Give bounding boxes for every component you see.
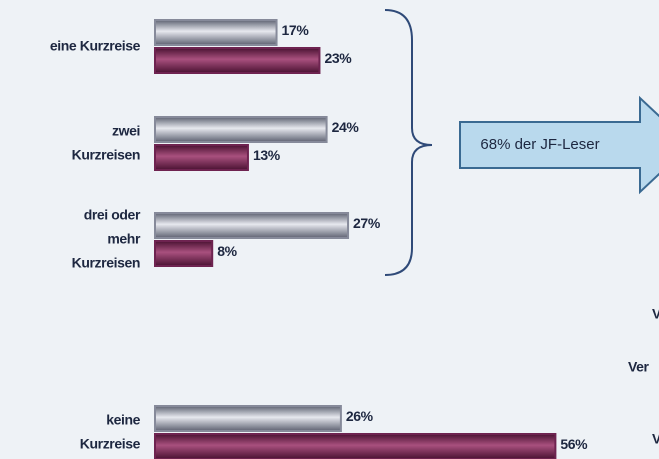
category-label: keine Kurzreise bbox=[80, 411, 141, 451]
category-line: eine Kurzreise bbox=[50, 37, 141, 53]
bar bbox=[154, 19, 278, 46]
category-line: keine bbox=[106, 411, 140, 427]
category-label: drei oder mehr Kurzreisen bbox=[72, 206, 141, 270]
cut-text: V bbox=[652, 306, 659, 322]
value-label: 24% bbox=[332, 119, 360, 135]
arrow bbox=[459, 95, 659, 195]
value-label: 23% bbox=[324, 50, 352, 66]
bar bbox=[154, 433, 557, 459]
bar bbox=[154, 47, 321, 74]
bar bbox=[154, 240, 214, 267]
category-line: zwei bbox=[112, 122, 140, 138]
value-label: 27% bbox=[353, 215, 381, 231]
value-label: 56% bbox=[560, 436, 588, 452]
cut-text: V bbox=[652, 431, 659, 447]
category-line: Kurzreisen bbox=[72, 146, 140, 162]
category-line: Kurzreise bbox=[80, 435, 141, 451]
category-label: eine Kurzreise bbox=[50, 37, 141, 53]
bar bbox=[154, 212, 350, 239]
value-label: 17% bbox=[282, 22, 310, 38]
bar bbox=[154, 144, 249, 171]
value-label: 26% bbox=[346, 408, 374, 424]
bar bbox=[154, 116, 328, 143]
value-label: 8% bbox=[217, 243, 237, 259]
bar bbox=[154, 405, 342, 432]
category-label: zwei Kurzreisen bbox=[72, 122, 140, 162]
cut-text: Ver bbox=[628, 359, 650, 375]
category-line: mehr bbox=[107, 230, 141, 246]
category-line: Kurzreisen bbox=[72, 254, 140, 270]
category-line: drei oder bbox=[84, 206, 141, 222]
value-label: 13% bbox=[253, 147, 281, 163]
arrow-label: 68% der JF-Leser bbox=[480, 136, 599, 153]
brace bbox=[384, 9, 433, 276]
